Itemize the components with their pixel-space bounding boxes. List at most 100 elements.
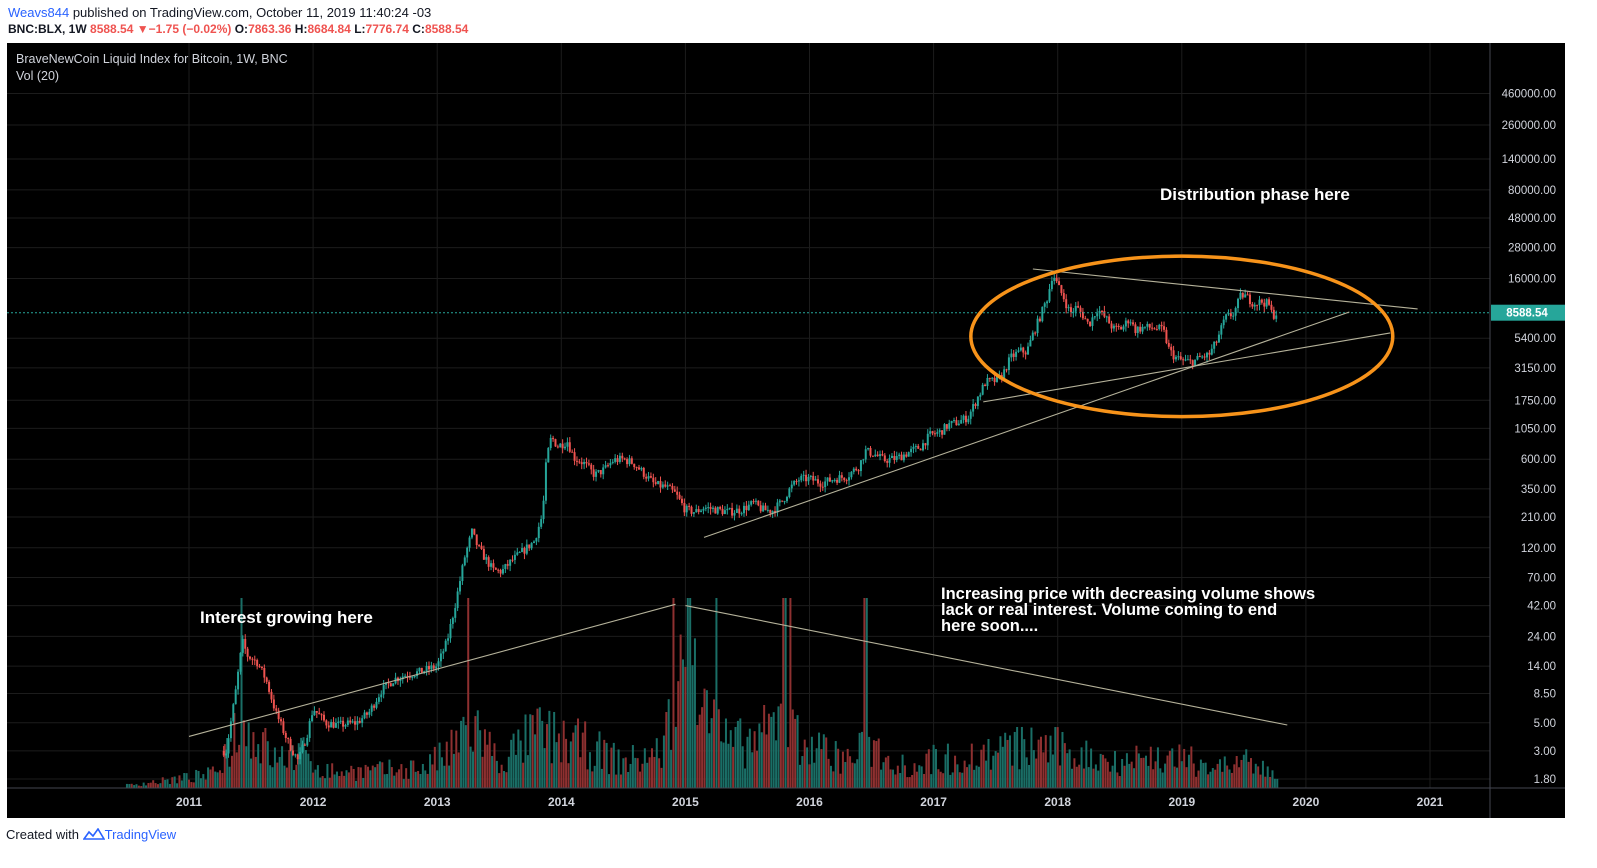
- time-axis[interactable]: 2011 2012 2013 2014 2015 2016 2017 2018 2019 2020…: [176, 795, 1444, 809]
- volume-bar-400: [1080, 747, 1083, 788]
- interest-annotation: Interest growing here: [200, 608, 373, 627]
- candle-body-210: [723, 510, 726, 515]
- candle-body-133: [540, 519, 543, 527]
- price-tick-3: 80000.00: [1508, 185, 1556, 197]
- candle-body-18: [265, 677, 268, 682]
- volume-bar-468: [1242, 754, 1245, 788]
- volume-bar-233: [682, 659, 685, 788]
- candle-body-110: [485, 557, 488, 560]
- volume-bar-165: [519, 740, 522, 788]
- time-tick-2015: 2015: [672, 795, 699, 809]
- volume-bar-120: [412, 760, 415, 788]
- candle-body-2: [227, 738, 230, 754]
- candle-body-208: [719, 506, 722, 509]
- volume-bar-259: [744, 768, 747, 788]
- chart-area[interactable]: BraveNewCoin Liquid Index for Bitcoin, 1…: [7, 43, 1565, 818]
- volume-bar-311: [868, 736, 871, 788]
- volume-bar-267: [763, 704, 766, 788]
- candle-body-426: [1239, 292, 1242, 299]
- candle-body-394: [1163, 326, 1166, 330]
- author-link[interactable]: Weavs844: [8, 5, 70, 20]
- candle-body-143: [564, 446, 567, 449]
- candle-body-102: [466, 547, 469, 558]
- volume-bar-160: [507, 756, 510, 788]
- volume-bar-31: [199, 778, 202, 788]
- published-text: published on TradingView.com, October 11…: [72, 5, 432, 20]
- price-axis[interactable]: 460000.00 260000.00 140000.00 80000.00 48000…: [1502, 89, 1556, 786]
- candle-body-242: [800, 475, 803, 481]
- candle-body-353: [1065, 299, 1068, 309]
- price-tick-6: 16000.00: [1508, 273, 1556, 285]
- volume-bar-387: [1049, 735, 1052, 788]
- chart-svg[interactable]: BraveNewCoin Liquid Index for Bitcoin, 1…: [7, 43, 1565, 818]
- volume-bar-194: [588, 752, 591, 788]
- candle-body-361: [1084, 318, 1087, 320]
- volume-bar-479: [1269, 776, 1272, 788]
- volume-bar-140: [460, 720, 463, 788]
- volume-bar-114: [398, 769, 401, 788]
- volume-bar-436: [1166, 755, 1169, 788]
- candle-body-92: [442, 651, 445, 654]
- volume-bar-404: [1090, 748, 1093, 788]
- candle-body-322: [991, 377, 994, 379]
- candle-body-170: [628, 458, 631, 465]
- candle-body-156: [595, 471, 598, 477]
- candle-body-150: [580, 462, 583, 465]
- volume-bar-317: [882, 762, 885, 788]
- candle-body-12: [251, 658, 254, 660]
- candle-body-343: [1041, 306, 1044, 322]
- volume-bar-32: [202, 774, 205, 788]
- candle-body-404: [1186, 359, 1189, 361]
- volume-bar-396: [1071, 768, 1074, 788]
- candle-body-286: [905, 454, 908, 457]
- volume-bar-439: [1173, 766, 1176, 788]
- volume-bar-176: [545, 724, 548, 788]
- volume-bar-96: [355, 780, 358, 788]
- volume-bar-418: [1123, 765, 1126, 788]
- candle-body-211: [726, 508, 729, 511]
- volume-bar-181: [557, 733, 560, 788]
- volume-bar-188: [574, 725, 577, 788]
- candle-body-215: [735, 508, 738, 513]
- volume-bar-171: [534, 734, 537, 788]
- candle-body-93: [444, 640, 447, 652]
- volume-bar-386: [1047, 762, 1050, 788]
- candle-body-264: [852, 468, 855, 472]
- footer: Created with TradingView: [6, 826, 176, 844]
- candle-body-63: [373, 705, 376, 708]
- candle-body-302: [943, 424, 946, 435]
- candle-body-432: [1253, 304, 1256, 307]
- candle-body-109: [482, 548, 485, 560]
- volume-bar-282: [798, 764, 801, 788]
- candle-body-121: [511, 559, 514, 561]
- volume-bar-113: [395, 772, 398, 788]
- volume-bar-442: [1180, 761, 1183, 788]
- volume-bar-392: [1061, 731, 1064, 788]
- volume-bar-296: [832, 771, 835, 788]
- candle-body-127: [525, 544, 528, 554]
- candle-body-366: [1096, 313, 1099, 317]
- high-label: H:: [294, 22, 308, 36]
- volume-bar-458: [1218, 759, 1221, 788]
- volume-bar-379: [1030, 727, 1033, 788]
- candle-body-77: [406, 675, 409, 677]
- volume-bar-118: [407, 779, 410, 788]
- candle-body-425: [1237, 298, 1240, 309]
- candle-body-403: [1184, 359, 1187, 361]
- volume-bar-69: [290, 745, 293, 788]
- volume-bar-380: [1032, 750, 1035, 788]
- candle-body-331: [1012, 353, 1015, 357]
- volume-bar-97: [357, 767, 360, 788]
- volume-bar-275: [782, 598, 785, 788]
- candle-body-152: [585, 461, 588, 464]
- candle-body-332: [1015, 351, 1018, 357]
- volume-bar-440: [1176, 767, 1179, 788]
- volume-bar-372: [1013, 731, 1016, 788]
- candle-body-104: [470, 528, 473, 538]
- volume-bar-221: [653, 756, 656, 788]
- candle-body-32: [299, 751, 302, 760]
- volume-bar-268: [765, 734, 768, 788]
- candle-body-45: [330, 721, 333, 728]
- tradingview-link[interactable]: TradingView: [104, 827, 177, 842]
- candle-body-33: [301, 744, 304, 752]
